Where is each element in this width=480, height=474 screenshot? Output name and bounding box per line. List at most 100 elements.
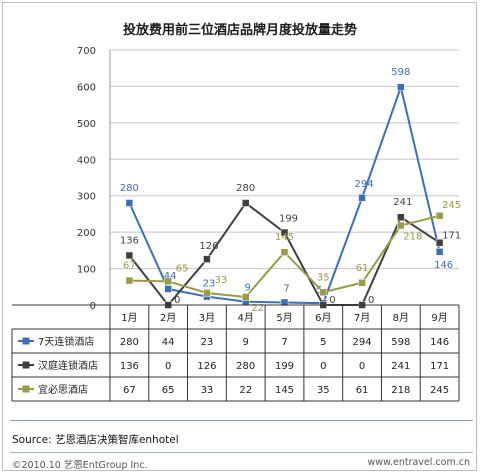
data-point <box>125 251 134 260</box>
data-point <box>241 293 250 301</box>
data-label: 35 <box>317 272 330 283</box>
data-point <box>164 285 172 293</box>
table-cell: 67 <box>123 385 136 396</box>
data-label: 280 <box>236 183 255 194</box>
table-cell: 280 <box>236 361 255 372</box>
data-point <box>435 212 444 220</box>
data-label: 171 <box>442 231 461 242</box>
data-point <box>319 288 328 296</box>
data-point <box>280 248 289 256</box>
y-tick-label: 200 <box>77 228 96 239</box>
data-point <box>125 276 134 285</box>
data-point <box>435 238 444 247</box>
table-cell: 5 <box>320 337 326 348</box>
y-tick-label: 700 <box>77 46 96 57</box>
table-cell: 33 <box>201 385 214 396</box>
table-cell: 0 <box>359 361 365 372</box>
footer-copyright: ©2010.10 艺恩EntGroup Inc. <box>12 460 148 471</box>
table-cell: 35 <box>317 385 330 396</box>
x-tick-label: 2月 <box>160 312 176 324</box>
data-label: 5 <box>316 285 322 296</box>
data-point <box>397 213 405 221</box>
table-cell: 280 <box>120 337 139 348</box>
divider <box>10 420 473 421</box>
data-label: 22 <box>251 303 264 314</box>
data-point <box>397 83 405 91</box>
y-tick-label: 0 <box>90 301 96 312</box>
x-tick-label: 5月 <box>276 312 292 324</box>
x-tick-label: 3月 <box>199 312 215 324</box>
data-point <box>280 228 289 237</box>
data-label: 145 <box>275 232 294 243</box>
table-cell: 44 <box>162 337 175 348</box>
legend-marker <box>22 361 30 369</box>
table-cell: 145 <box>275 385 294 396</box>
table-cell: 61 <box>356 385 369 396</box>
data-point <box>125 199 134 207</box>
y-tick-label: 300 <box>77 192 96 203</box>
legend-label: 7天连锁酒店 <box>38 335 94 348</box>
table-cell: 126 <box>197 361 216 372</box>
data-point <box>358 279 366 287</box>
data-label: 241 <box>393 197 412 208</box>
data-point <box>435 248 444 256</box>
table-cell: 0 <box>165 361 171 372</box>
data-label: 0 <box>368 295 374 306</box>
table-cell: 65 <box>162 385 175 396</box>
x-tick-label: 7月 <box>354 312 370 324</box>
data-label: 0 <box>174 295 180 306</box>
table-cell: 598 <box>391 337 410 348</box>
x-tick-label: 9月 <box>431 312 447 324</box>
legend-label: 宜必思酒店 <box>38 383 88 396</box>
data-label: 280 <box>120 183 139 194</box>
table-cell: 9 <box>243 337 249 348</box>
data-label: 65 <box>176 263 189 274</box>
table-cell: 245 <box>430 385 449 396</box>
x-tick-label: 4月 <box>238 312 254 324</box>
data-point <box>241 199 250 207</box>
data-point <box>358 194 366 202</box>
y-tick-label: 400 <box>77 155 96 166</box>
data-label: 61 <box>356 263 369 274</box>
y-tick-label: 100 <box>77 265 96 276</box>
data-point <box>203 289 211 297</box>
data-label: 7 <box>283 283 289 294</box>
data-label: 0 <box>329 295 335 306</box>
data-label: 44 <box>164 271 177 282</box>
table-cell: 146 <box>430 337 449 348</box>
data-label: 136 <box>120 235 139 246</box>
source-text: Source: 艺恩酒店决策智库enhotel <box>12 434 179 446</box>
data-label: 598 <box>391 67 410 78</box>
data-point <box>397 221 405 230</box>
legend-label: 汉庭连锁酒店 <box>38 359 98 372</box>
x-tick-label: 6月 <box>315 312 331 324</box>
table-cell: 7 <box>281 337 287 348</box>
data-label: 33 <box>215 275 228 286</box>
table-cell: 22 <box>239 385 252 396</box>
data-point <box>280 298 289 307</box>
table-cell: 199 <box>275 361 294 372</box>
table-cell: 23 <box>201 337 214 348</box>
table-cell: 171 <box>430 361 449 372</box>
data-label: 199 <box>279 214 298 225</box>
y-tick-label: 500 <box>77 119 96 130</box>
legend-marker <box>22 385 30 393</box>
table-cell: 294 <box>353 337 372 348</box>
x-tick-label: 1月 <box>121 312 137 324</box>
data-label: 294 <box>355 179 374 190</box>
divider <box>10 452 473 453</box>
chart-title: 投放费用前三位酒店品牌月度投放量走势 <box>122 23 357 38</box>
data-label: 23 <box>203 279 216 290</box>
legend-marker <box>22 337 30 345</box>
y-tick-label: 600 <box>77 82 96 93</box>
footer-url: www.entravel.com.cn <box>367 457 470 468</box>
chart-frame <box>2 2 477 471</box>
data-point <box>203 255 211 263</box>
table-cell: 136 <box>120 361 139 372</box>
table-cell: 241 <box>391 361 410 372</box>
data-label: 67 <box>123 261 136 272</box>
data-label: 9 <box>245 283 251 294</box>
table-cell: 218 <box>391 385 410 396</box>
data-label: 126 <box>199 241 218 252</box>
